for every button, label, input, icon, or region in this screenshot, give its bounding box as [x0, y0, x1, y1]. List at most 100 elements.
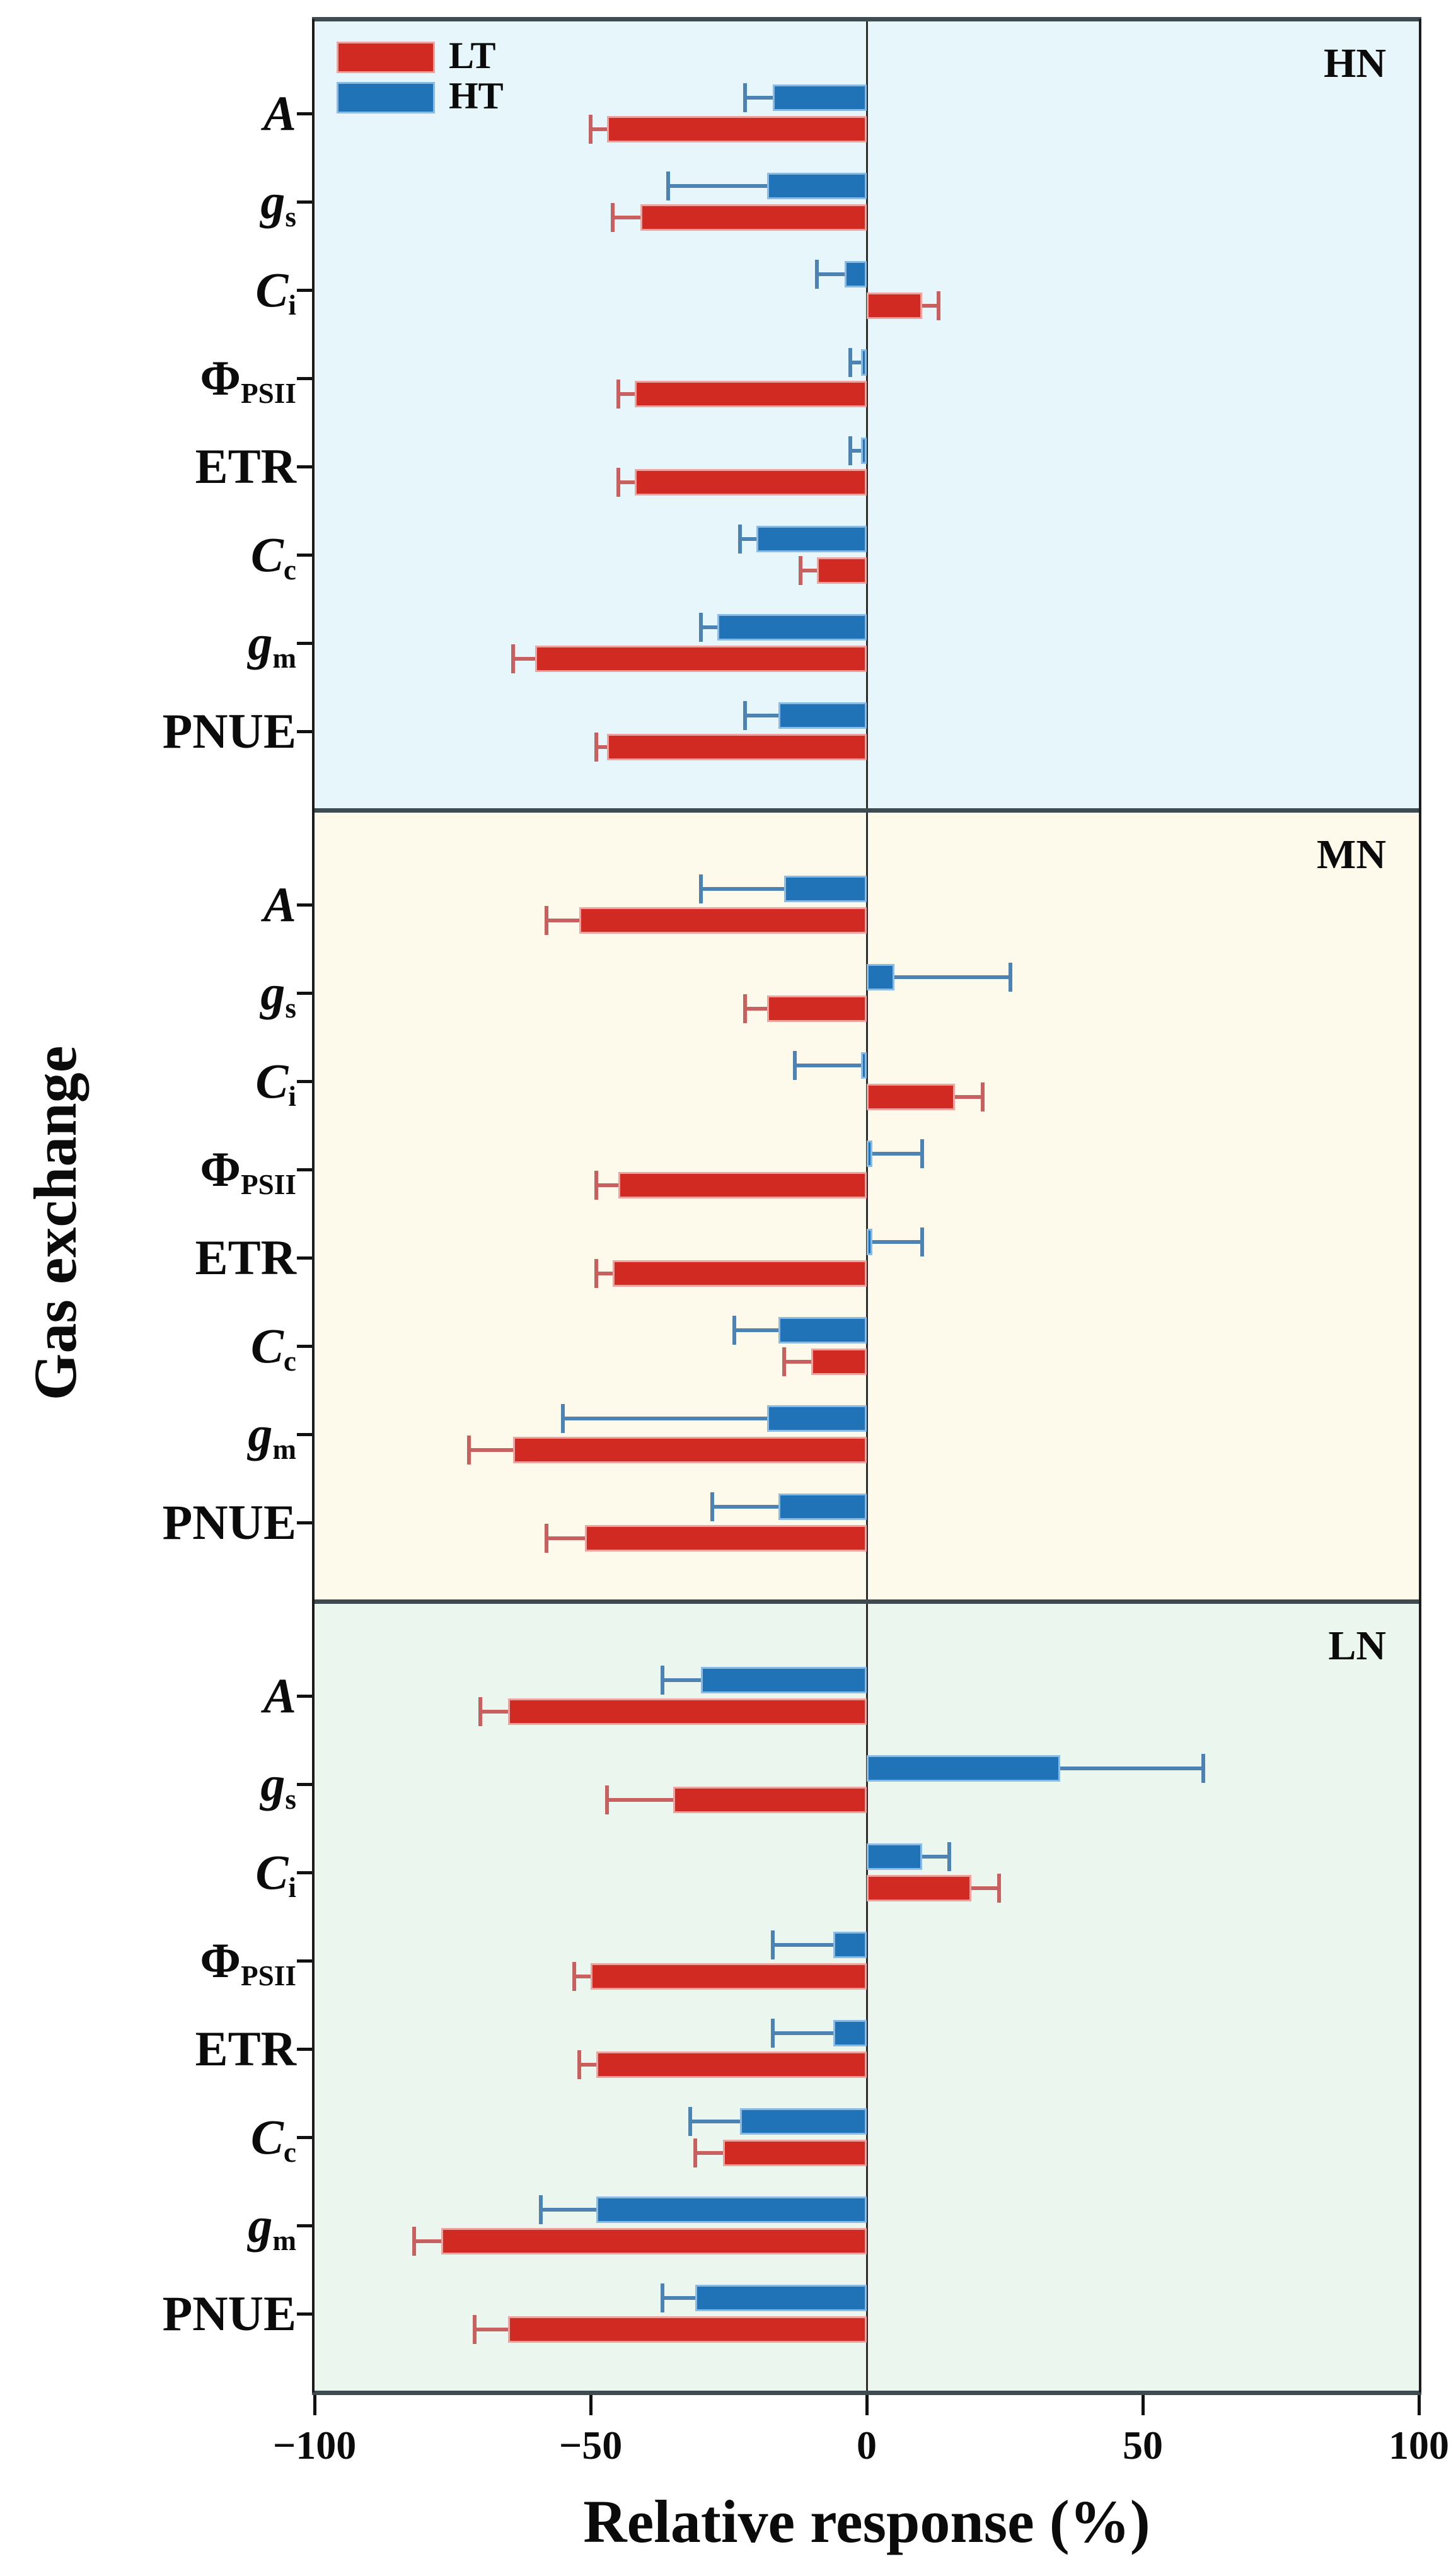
bar-ht-a-ln: [701, 1667, 867, 1693]
row-label-ci: Ci: [255, 262, 296, 321]
row-label-pnue: PNUE: [162, 2286, 296, 2341]
bar-ht-pnue-hn: [778, 702, 867, 729]
bar-lt-etr-hn: [635, 469, 867, 496]
row-label-phipsii: ΦPSII: [200, 1933, 296, 1992]
y-tick-phipsii: [297, 1959, 315, 1963]
errorbar-lt-gm-ln: [413, 2239, 442, 2243]
bar-lt-ci-ln: [867, 1875, 972, 1901]
errorbar-lt-etr-hn: [618, 480, 635, 484]
errorbar-ht-gs-ln: [1060, 1767, 1204, 1770]
legend-label-ht: HT: [449, 75, 504, 117]
x-tick--100: [313, 2395, 316, 2415]
errorbar-ht-cc-ln: [690, 2120, 740, 2123]
y-tick-gm: [297, 2224, 315, 2227]
errorbar-cap-lt-gm-hn: [511, 644, 516, 673]
errorbar-ht-phipsii-ln: [773, 1943, 834, 1947]
errorbar-cap-ht-pnue-hn: [743, 701, 748, 730]
y-tick-etr: [297, 465, 315, 468]
bar-ht-phipsii-hn: [861, 349, 867, 376]
y-tick-phipsii: [297, 1168, 315, 1171]
legend-swatch-lt: [337, 42, 435, 73]
y-tick-cc: [297, 1344, 315, 1348]
y-tick-pnue: [297, 2312, 315, 2316]
errorbar-lt-pnue-hn: [596, 745, 608, 749]
legend-swatch-ht: [337, 82, 435, 113]
bar-lt-gm-mn: [513, 1437, 867, 1463]
errorbar-lt-cc-ln: [695, 2151, 724, 2155]
bar-lt-gs-hn: [640, 204, 867, 231]
errorbar-cap-lt-a-mn: [544, 906, 548, 935]
errorbar-cap-lt-etr-ln: [577, 2050, 582, 2079]
errorbar-cap-ht-cc-ln: [688, 2107, 692, 2136]
errorbar-ht-gs-mn: [894, 975, 1010, 979]
legend-label-lt: LT: [449, 35, 496, 76]
row-label-ci: Ci: [255, 1053, 296, 1112]
errorbar-cap-ht-etr-ln: [771, 2019, 775, 2048]
errorbar-cap-ht-gm-ln: [539, 2195, 543, 2224]
bar-ht-cc-hn: [756, 526, 867, 552]
errorbar-lt-gm-hn: [513, 657, 536, 661]
errorbar-cap-lt-gm-mn: [467, 1436, 471, 1465]
row-label-pnue: PNUE: [162, 1495, 296, 1550]
bar-ht-ci-ln: [867, 1843, 922, 1870]
errorbar-cap-ht-phipsii-ln: [771, 1930, 775, 1959]
bar-lt-pnue-hn: [607, 734, 867, 760]
frame-right: [1419, 19, 1421, 2393]
bar-lt-cc-mn: [811, 1349, 867, 1375]
y-axis-title: Gas exchange: [21, 1045, 89, 1401]
errorbar-ht-ci-ln: [922, 1855, 950, 1859]
errorbar-lt-pnue-mn: [546, 1536, 586, 1540]
errorbar-ht-gm-hn: [701, 625, 718, 629]
errorbar-lt-pnue-ln: [475, 2328, 508, 2331]
errorbar-cap-ht-etr-mn: [920, 1227, 924, 1256]
errorbar-cap-ht-ci-hn: [815, 260, 819, 289]
y-tick-pnue: [297, 1521, 315, 1524]
bar-ht-gs-mn: [867, 964, 894, 990]
errorbar-cap-lt-gs-hn: [611, 203, 615, 232]
panel-separator-1: [312, 808, 1421, 813]
panel-label-ln: LN: [1328, 1623, 1386, 1669]
bar-ht-gm-mn: [767, 1405, 867, 1432]
errorbar-ht-etr-mn: [872, 1240, 922, 1244]
bar-lt-a-mn: [579, 907, 867, 934]
row-label-phipsii: ΦPSII: [200, 1142, 296, 1200]
row-label-etr: ETR: [195, 2021, 296, 2076]
errorbar-cap-ht-gs-ln: [1201, 1754, 1206, 1783]
errorbar-lt-ci-mn: [955, 1095, 983, 1099]
bar-ht-gm-ln: [596, 2196, 867, 2223]
bar-ht-etr-hn: [861, 438, 867, 464]
errorbar-cap-ht-gs-hn: [666, 171, 670, 200]
bar-ht-gm-hn: [717, 614, 867, 641]
y-tick-cc: [297, 553, 315, 557]
y-tick-ci: [297, 288, 315, 292]
y-tick-etr: [297, 1256, 315, 1260]
bar-lt-gs-mn: [767, 995, 867, 1022]
bar-ht-a-hn: [773, 84, 867, 111]
row-label-a: A: [263, 86, 296, 141]
errorbar-lt-cc-hn: [800, 569, 818, 572]
x-tick-label-0: 0: [857, 2423, 877, 2468]
row-label-cc: Cc: [250, 527, 296, 586]
bar-ht-pnue-mn: [778, 1494, 867, 1520]
errorbar-lt-a-mn: [546, 919, 580, 922]
bar-lt-pnue-ln: [507, 2316, 867, 2343]
errorbar-lt-a-ln: [480, 1710, 508, 1714]
x-tick-100: [1417, 2395, 1421, 2415]
bar-lt-a-ln: [507, 1698, 867, 1725]
errorbar-cap-lt-gs-mn: [743, 994, 748, 1023]
y-tick-gm: [297, 1432, 315, 1436]
errorbar-cap-lt-cc-mn: [782, 1347, 786, 1376]
bar-lt-gm-hn: [535, 646, 867, 672]
x-tick-50: [1141, 2395, 1145, 2415]
errorbar-ht-ci-mn: [795, 1064, 862, 1067]
bar-lt-etr-ln: [596, 2051, 867, 2078]
errorbar-lt-gs-hn: [613, 216, 640, 219]
bar-ht-etr-mn: [867, 1229, 872, 1255]
x-tick-label-100: 100: [1389, 2423, 1449, 2468]
errorbar-cap-ht-ci-mn: [793, 1051, 797, 1080]
y-tick-ci: [297, 1871, 315, 1874]
errorbar-ht-pnue-ln: [662, 2296, 696, 2300]
row-label-pnue: PNUE: [162, 704, 296, 758]
